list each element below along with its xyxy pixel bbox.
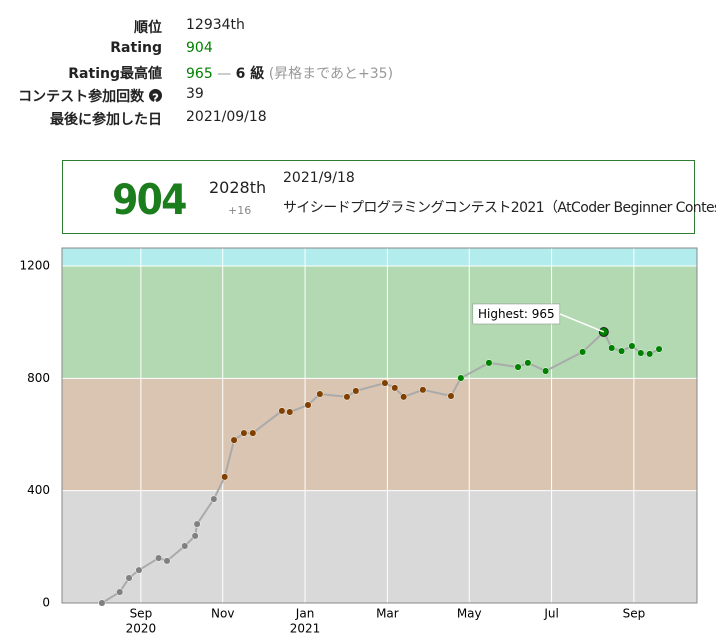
- row-label: コンテスト参加回数 ?: [18, 86, 162, 106]
- rating-point: [240, 429, 248, 437]
- latest-rating: 904: [112, 175, 187, 224]
- profile-row: 順位 12934th: [0, 17, 500, 40]
- svg-text:?: ?: [152, 92, 159, 103]
- rating-point: [155, 554, 163, 562]
- x-tick-label: Sep: [130, 607, 153, 621]
- annotation-box: [472, 303, 561, 325]
- rating-point: [628, 342, 636, 350]
- rating-point: [646, 350, 654, 358]
- rating-point: [381, 379, 389, 387]
- value: 39: [186, 86, 204, 102]
- profile-row: Rating 904: [0, 40, 500, 63]
- value: 965: [186, 66, 213, 82]
- y-tick-label: 400: [27, 483, 50, 497]
- x-tick-year: 2020: [126, 622, 157, 636]
- value: 904: [186, 40, 213, 56]
- rating-point: [230, 436, 238, 444]
- rating-point: [181, 542, 189, 550]
- rating-point: [419, 386, 427, 394]
- rating-point: [655, 345, 663, 353]
- x-tick-label: Jul: [543, 607, 558, 621]
- profile-row: Rating最高値 965 — 6 級 (昇格まであと+35): [0, 63, 500, 86]
- y-tick-label: 0: [42, 596, 50, 610]
- rating-point: [618, 347, 626, 355]
- rating-line: [101, 330, 660, 604]
- rating-point: [210, 495, 218, 503]
- x-tick-label: Sep: [623, 607, 646, 621]
- rating-point: [163, 557, 171, 565]
- rating-band: [62, 378, 697, 491]
- latest-rank: 2028th: [209, 178, 267, 197]
- y-tick-label: 800: [27, 371, 50, 385]
- row-value: 12934th: [186, 17, 245, 33]
- row-value: 39: [186, 86, 204, 102]
- rating-point: [98, 599, 106, 607]
- rating-point: [193, 520, 201, 528]
- x-tick-label: Nov: [211, 607, 234, 621]
- latest-contest: サイシードプログラミングコンテスト2021（AtCoder Beginner C…: [283, 200, 716, 216]
- row-value: 904: [186, 40, 213, 56]
- separator: —: [217, 66, 232, 82]
- row-label: 最後に参加した日: [50, 112, 162, 128]
- x-tick-label: Mar: [376, 607, 399, 621]
- rating-point: [524, 359, 532, 367]
- help-icon: ?: [144, 89, 162, 106]
- latest-date: 2021/9/18: [283, 170, 355, 186]
- rating-band: [62, 490, 697, 603]
- rating-point: [316, 390, 324, 398]
- rating-point: [608, 344, 616, 352]
- rating-point: [391, 384, 399, 392]
- profile-table: 順位 12934th Rating 904 Rating最高値 965 — 6 級 (昇格…: [0, 17, 500, 132]
- rating-point: [278, 407, 286, 415]
- rating-point: [400, 393, 408, 401]
- rating-point: [542, 367, 550, 375]
- x-tick-year: 2021: [290, 622, 321, 636]
- rating-point: [598, 326, 609, 337]
- rating-point: [343, 393, 351, 401]
- rating-point: [286, 408, 294, 416]
- rating-point: [485, 359, 493, 367]
- profile-row: 最後に参加した日 2021/09/18: [0, 109, 500, 132]
- annotation: Highest: 965: [478, 307, 555, 321]
- rating-point: [116, 588, 124, 596]
- rating-point: [457, 374, 465, 382]
- row-value: 2021/09/18: [186, 109, 267, 125]
- row-label: 順位: [134, 20, 162, 36]
- rating-band: [62, 265, 697, 379]
- rating-point: [447, 392, 455, 400]
- rating-point: [579, 348, 587, 356]
- x-tick-label: May: [457, 607, 482, 621]
- x-tick-label: Jan: [295, 607, 315, 621]
- row-label: Rating: [110, 40, 162, 56]
- rating-band: [62, 248, 697, 266]
- rating-point: [135, 566, 143, 574]
- plot-frame: [61, 247, 698, 604]
- annotation-leader: [559, 313, 605, 333]
- rating-point: [249, 429, 257, 437]
- value: 2021/09/18: [186, 109, 267, 125]
- rating-point: [191, 532, 199, 540]
- row-label: Rating最高値: [68, 66, 162, 82]
- row-value: 965 — 6 級 (昇格まであと+35): [186, 63, 393, 83]
- note: (昇格まであと+35): [268, 66, 394, 82]
- profile-row: コンテスト参加回数 ? 39: [0, 86, 500, 109]
- rating-point: [637, 349, 645, 357]
- rating-point: [304, 401, 312, 409]
- latest-card: 904 2028th +16 2021/9/18 サイシードプログラミングコンテ…: [62, 160, 716, 234]
- value: 12934th: [186, 17, 245, 33]
- latest-diff: +16: [228, 204, 252, 217]
- rating-point: [221, 473, 229, 481]
- rating-point: [352, 387, 360, 395]
- grade: 6 級: [235, 66, 265, 82]
- rating-point: [125, 574, 133, 582]
- y-tick-label: 1200: [19, 258, 50, 272]
- rating-point: [514, 363, 522, 371]
